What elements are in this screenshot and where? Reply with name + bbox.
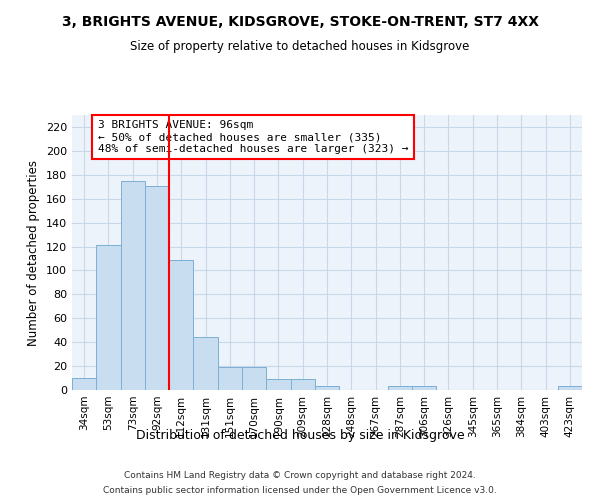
Text: 3, BRIGHTS AVENUE, KIDSGROVE, STOKE-ON-TRENT, ST7 4XX: 3, BRIGHTS AVENUE, KIDSGROVE, STOKE-ON-T… [62,15,539,29]
Text: Size of property relative to detached houses in Kidsgrove: Size of property relative to detached ho… [130,40,470,53]
Bar [558,386,582,390]
Text: 3 BRIGHTS AVENUE: 96sqm
← 50% of detached houses are smaller (335)
48% of semi-d: 3 BRIGHTS AVENUE: 96sqm ← 50% of detache… [97,120,408,154]
Text: Contains HM Land Registry data © Crown copyright and database right 2024.: Contains HM Land Registry data © Crown c… [124,471,476,480]
Bar [242,368,266,390]
Bar [266,379,290,390]
Text: Contains public sector information licensed under the Open Government Licence v3: Contains public sector information licen… [103,486,497,495]
Bar [145,186,169,390]
Bar [218,368,242,390]
Bar [412,386,436,390]
Bar [388,386,412,390]
Y-axis label: Number of detached properties: Number of detached properties [28,160,40,346]
Text: Distribution of detached houses by size in Kidsgrove: Distribution of detached houses by size … [136,428,464,442]
Bar [96,246,121,390]
Bar [315,386,339,390]
Bar [193,338,218,390]
Bar [290,379,315,390]
Bar [121,181,145,390]
Bar [72,378,96,390]
Bar [169,260,193,390]
